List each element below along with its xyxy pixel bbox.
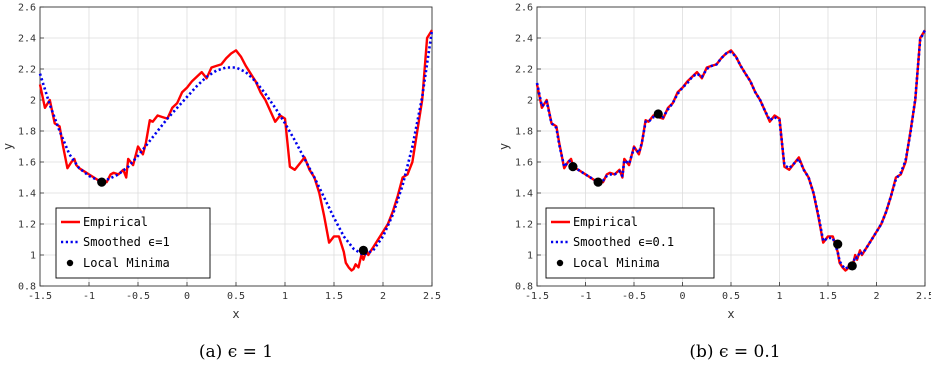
legend-minima-label: Local Minima — [573, 256, 660, 270]
y-tick-label: 2.6 — [515, 3, 533, 14]
x-tick-label: 2 — [873, 291, 879, 302]
y-tick-label: 1.6 — [18, 158, 36, 169]
y-axis-label: y — [497, 143, 511, 150]
smoothed-series-line — [535, 29, 927, 271]
subfigure-caption: (a) ϵ = 1 — [199, 342, 273, 362]
x-tick-label: -1 — [579, 291, 591, 302]
x-axis-label: x — [232, 307, 239, 321]
x-tick-label: 2.5 — [916, 291, 931, 302]
x-tick-label: 0 — [679, 291, 685, 302]
panel-b: -1.5 -1 -0.5 0 0.5 1 1.5 2 2.5 0.8 1 1.2 1.4 1.6 1.8 2 2… — [497, 3, 931, 363]
y-tick-label: 1 — [527, 251, 533, 262]
legend-box — [545, 207, 715, 279]
panel-a: -1.5 -1 -0.5 0 0.5 1 1.5 2 2.5 0.8 1 1.2 1.4 1.6 1.8 2 2… — [1, 3, 441, 363]
x-tick-label: 0 — [184, 291, 190, 302]
subfigure-caption: (b) ϵ = 0.1 — [689, 342, 780, 362]
y-tick-label: 2.2 — [18, 65, 36, 76]
local-minimum-point — [847, 261, 857, 271]
y-tick-label: 1.4 — [515, 189, 533, 200]
y-tick-label: 0.8 — [515, 282, 533, 293]
local-minimum-point — [833, 239, 843, 249]
legend-empirical-label: Empirical — [573, 215, 638, 229]
x-tick-label: 1 — [282, 291, 288, 302]
legend-smoothed-label: Smoothed ϵ=1 — [83, 235, 170, 249]
x-tick-label: 1.5 — [325, 291, 343, 302]
local-minimum-point — [97, 177, 107, 187]
x-tick-label: -1.5 — [525, 291, 549, 302]
y-tick-label: 0.8 — [18, 282, 36, 293]
legend-minima-swatch — [66, 259, 74, 267]
y-tick-label: 1.8 — [515, 127, 533, 138]
local-minimum-point — [568, 162, 578, 172]
y-tick-label: 1.4 — [18, 189, 36, 200]
y-tick-label: 1.8 — [18, 127, 36, 138]
y-axis-label: y — [1, 143, 15, 150]
x-tick-label: -0.5 — [126, 291, 150, 302]
x-tick-label: -0.5 — [622, 291, 646, 302]
legend-box — [55, 207, 211, 279]
local-minimum-point — [653, 109, 663, 119]
legend: Empirical Smoothed ϵ=1 Local Minima — [55, 207, 211, 279]
y-tick-label: 2.6 — [18, 3, 36, 14]
y-tick-label: 2 — [30, 96, 36, 107]
y-tick-label: 1.2 — [18, 220, 36, 231]
legend-smoothed-label: Smoothed ϵ=0.1 — [573, 235, 674, 249]
x-tick-label: 1.5 — [819, 291, 837, 302]
x-tick-label: 0.5 — [722, 291, 740, 302]
legend: Empirical Smoothed ϵ=0.1 Local Minima — [545, 207, 715, 279]
y-tick-label: 1 — [30, 251, 36, 262]
y-tick-label: 1.6 — [515, 158, 533, 169]
y-tick-label: 2.4 — [18, 34, 36, 45]
x-tick-label: -1.5 — [28, 291, 52, 302]
x-axis-label: x — [727, 307, 734, 321]
x-tick-label: 2 — [380, 291, 386, 302]
local-minimum-point — [593, 177, 603, 187]
x-tick-label: 2.5 — [423, 291, 441, 302]
legend-minima-label: Local Minima — [83, 256, 170, 270]
y-tick-label: 1.2 — [515, 220, 533, 231]
y-tick-label: 2.4 — [515, 34, 533, 45]
legend-empirical-label: Empirical — [83, 215, 148, 229]
x-tick-label: 0.5 — [227, 291, 245, 302]
y-tick-label: 2 — [527, 96, 533, 107]
x-tick-label: 1 — [776, 291, 782, 302]
local-minimum-point — [358, 245, 368, 255]
legend-minima-swatch — [556, 259, 564, 267]
x-tick-label: -1 — [83, 291, 95, 302]
y-tick-label: 2.2 — [515, 65, 533, 76]
